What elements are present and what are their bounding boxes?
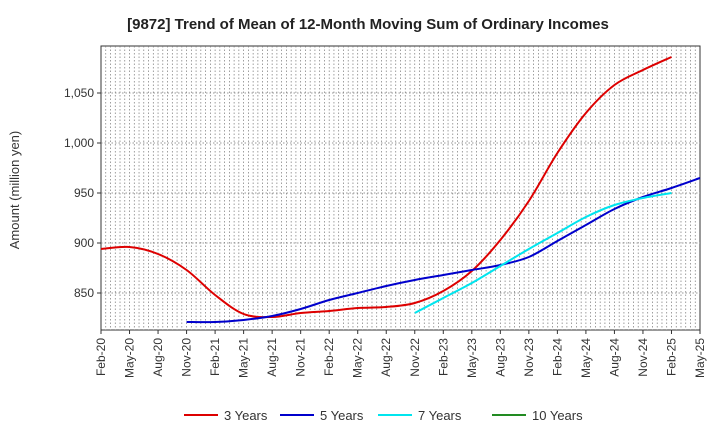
y-tick-label: 850 (74, 286, 94, 300)
x-tick-label: Nov-23 (522, 338, 536, 377)
x-tick-label: Feb-20 (94, 338, 108, 376)
x-tick-label: Aug-23 (493, 338, 507, 377)
x-tick-label: Feb-24 (550, 338, 564, 376)
x-tick-label: Nov-24 (636, 338, 650, 377)
x-tick-label: May-25 (693, 338, 707, 378)
legend-label-3-years: 3 Years (224, 408, 268, 423)
x-tick-label: May-23 (465, 338, 479, 378)
y-axis-label: Amount (million yen) (7, 131, 22, 250)
series-line-3-years (100, 56, 672, 319)
y-tick-label: 900 (74, 236, 94, 250)
series-line-7-years (414, 192, 672, 314)
x-tick-label: Nov-22 (408, 338, 422, 377)
x-tick-label: Nov-20 (180, 338, 194, 377)
x-tick-label: Aug-21 (265, 338, 279, 377)
legend-label-7-years: 7 Years (418, 408, 462, 423)
y-tick-label: 950 (74, 186, 94, 200)
x-tick-label: Aug-22 (379, 338, 393, 377)
legend: 3 Years 5 Years 7 Years 10 Years (184, 408, 583, 423)
series-line-5-years (186, 177, 701, 324)
x-tick-label: Feb-25 (664, 338, 678, 376)
legend-label-10-years: 10 Years (532, 408, 583, 423)
x-tick-label: Feb-21 (208, 338, 222, 376)
legend-label-5-years: 5 Years (320, 408, 364, 423)
chart-title: [9872] Trend of Mean of 12-Month Moving … (127, 16, 609, 33)
series-lines (100, 56, 701, 324)
x-axis-ticks: Feb-20 May-20 Aug-20 Nov-20 Feb-21 May-21 Aug-… (94, 330, 707, 378)
y-tick-label: 1,050 (64, 86, 94, 100)
x-tick-label: May-21 (237, 338, 251, 378)
x-tick-label: May-20 (123, 338, 137, 378)
y-tick-label: 1,000 (64, 136, 94, 150)
x-tick-label: Aug-24 (607, 338, 621, 377)
x-tick-label: Feb-23 (436, 338, 450, 376)
x-tick-label: May-22 (351, 338, 365, 378)
x-tick-label: Nov-21 (294, 338, 308, 377)
y-axis-ticks: 850 900 950 1,000 1,050 (64, 86, 101, 300)
x-tick-label: Aug-20 (151, 338, 165, 377)
x-tick-label: Feb-22 (322, 338, 336, 376)
x-tick-label: May-24 (579, 338, 593, 378)
